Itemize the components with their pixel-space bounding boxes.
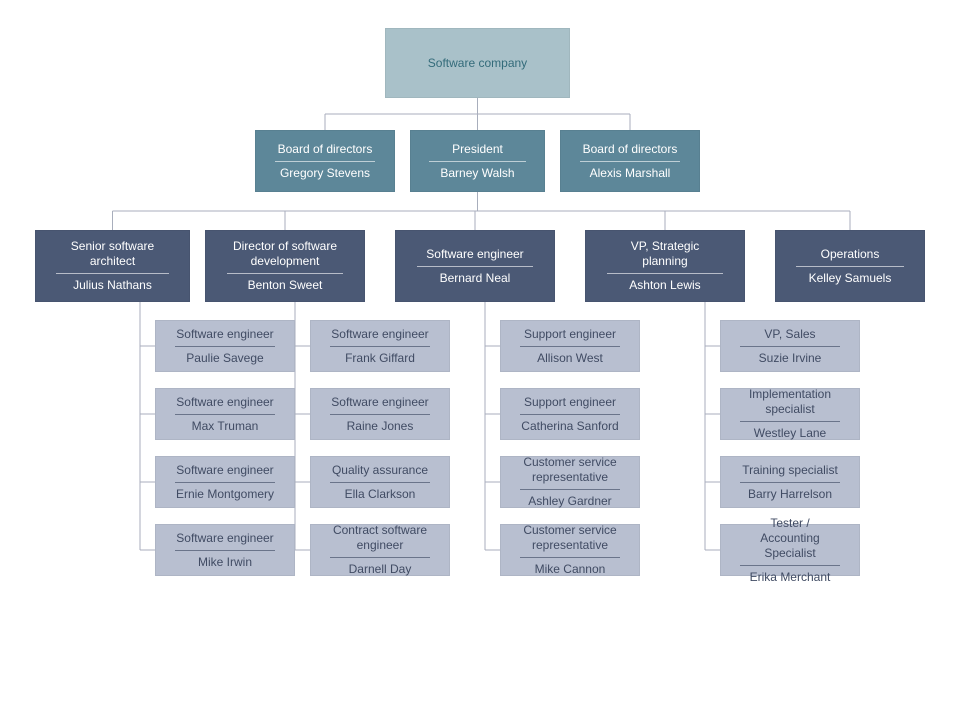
node-title: Customer service representative: [520, 455, 621, 489]
node-title: Customer service representative: [520, 523, 621, 557]
node-name: Bernard Neal: [417, 266, 534, 286]
node-name: Catherina Sanford: [520, 414, 621, 434]
node-name: Mike Cannon: [520, 557, 621, 577]
node-name: Julius Nathans: [56, 273, 169, 293]
node-title: Software engineer: [175, 395, 276, 414]
node-name: Ernie Montgomery: [175, 482, 276, 502]
leaf-node: Support engineerAllison West: [500, 320, 640, 372]
node-board-of-directors-1: Board of directors Gregory Stevens: [255, 130, 395, 192]
node-title: Support engineer: [520, 395, 621, 414]
leaf-node: Software engineerFrank Giffard: [310, 320, 450, 372]
node-name: Benton Sweet: [227, 273, 344, 293]
leaf-node: Software engineerMax Truman: [155, 388, 295, 440]
node-name: Frank Giffard: [330, 346, 431, 366]
leaf-node: VP, SalesSuzie Irvine: [720, 320, 860, 372]
node-name: Paulie Savege: [175, 346, 276, 366]
node-director-of-software-development: Director of software development Benton …: [205, 230, 365, 302]
node-senior-software-architect: Senior software architect Julius Nathans: [35, 230, 190, 302]
node-title: Software engineer: [175, 463, 276, 482]
leaf-node: Training specialistBarry Harrelson: [720, 456, 860, 508]
node-name: Westley Lane: [740, 421, 841, 441]
leaf-node: Software engineerErnie Montgomery: [155, 456, 295, 508]
node-name: Erika Merchant: [740, 565, 841, 585]
node-name: Raine Jones: [330, 414, 431, 434]
node-name: Mike Irwin: [175, 550, 276, 570]
node-title: Board of directors: [580, 142, 681, 161]
node-name: Max Truman: [175, 414, 276, 434]
node-title: Board of directors: [275, 142, 376, 161]
node-title: Software engineer: [175, 327, 276, 346]
node-name: Darnell Day: [330, 557, 431, 577]
node-name: Barry Harrelson: [740, 482, 841, 502]
leaf-node: Support engineerCatherina Sanford: [500, 388, 640, 440]
node-title: Quality assurance: [330, 463, 431, 482]
node-title: Director of software development: [227, 239, 344, 273]
node-name: Kelley Samuels: [796, 266, 905, 286]
node-title: President: [429, 142, 526, 161]
node-name: Barney Walsh: [429, 161, 526, 181]
node-title: Implementation specialist: [740, 387, 841, 421]
node-title: Contract software engineer: [330, 523, 431, 557]
leaf-node: Implementation specialistWestley Lane: [720, 388, 860, 440]
node-title: Senior software architect: [56, 239, 169, 273]
node-title: Tester / Accounting Specialist: [740, 516, 841, 565]
node-title: Software engineer: [417, 247, 534, 266]
leaf-node: Customer service representativeAshley Ga…: [500, 456, 640, 508]
node-name: Ashton Lewis: [607, 273, 724, 293]
node-vp-strategic-planning: VP, Strategic planning Ashton Lewis: [585, 230, 745, 302]
leaf-node: Software engineerRaine Jones: [310, 388, 450, 440]
node-title: Operations: [796, 247, 905, 266]
node-title: Software engineer: [175, 531, 276, 550]
node-title: VP, Strategic planning: [607, 239, 724, 273]
node-operations: Operations Kelley Samuels: [775, 230, 925, 302]
node-name: Allison West: [520, 346, 621, 366]
node-company: Software company: [385, 28, 570, 98]
node-title: Training specialist: [740, 463, 841, 482]
node-name: Ella Clarkson: [330, 482, 431, 502]
node-president: President Barney Walsh: [410, 130, 545, 192]
node-title: Software company: [428, 56, 527, 71]
node-software-engineer-mgr: Software engineer Bernard Neal: [395, 230, 555, 302]
org-chart-canvas: Software company Board of directors Greg…: [0, 0, 955, 705]
leaf-node: Software engineerPaulie Savege: [155, 320, 295, 372]
node-title: VP, Sales: [740, 327, 841, 346]
node-name: Gregory Stevens: [275, 161, 376, 181]
leaf-node: Contract software engineerDarnell Day: [310, 524, 450, 576]
leaf-node: Customer service representativeMike Cann…: [500, 524, 640, 576]
node-board-of-directors-2: Board of directors Alexis Marshall: [560, 130, 700, 192]
leaf-node: Tester / Accounting SpecialistErika Merc…: [720, 524, 860, 576]
node-title: Support engineer: [520, 327, 621, 346]
node-title: Software engineer: [330, 327, 431, 346]
node-name: Suzie Irvine: [740, 346, 841, 366]
node-title: Software engineer: [330, 395, 431, 414]
node-name: Ashley Gardner: [520, 489, 621, 509]
node-name: Alexis Marshall: [580, 161, 681, 181]
leaf-node: Quality assuranceElla Clarkson: [310, 456, 450, 508]
leaf-node: Software engineerMike Irwin: [155, 524, 295, 576]
